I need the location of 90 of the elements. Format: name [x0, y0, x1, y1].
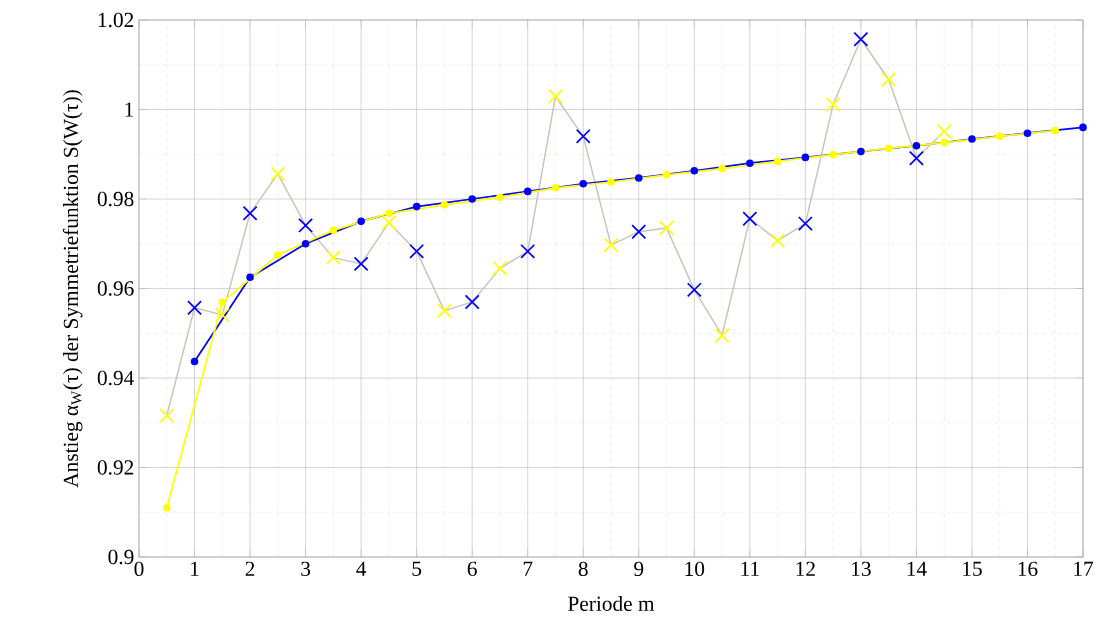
point [301, 239, 310, 248]
point [496, 193, 504, 202]
point [1023, 129, 1032, 138]
x-tick-label: 17 [1074, 561, 1094, 576]
point [353, 256, 369, 272]
point [218, 298, 227, 307]
point [825, 97, 841, 113]
y-tick-label: 0.92 [97, 460, 134, 475]
point [187, 300, 202, 316]
x-tick-label: 3 [301, 561, 311, 577]
x-tick-label: 14 [907, 561, 927, 576]
point [968, 135, 976, 143]
point [631, 224, 647, 240]
point [298, 217, 314, 233]
point [242, 205, 258, 221]
x-tick-label: 11 [741, 561, 759, 576]
point [162, 503, 171, 512]
point [801, 153, 810, 162]
point [436, 303, 452, 319]
point [936, 123, 952, 139]
point [523, 187, 532, 196]
point [718, 164, 726, 173]
point [440, 201, 449, 209]
point [742, 211, 758, 227]
point [325, 250, 341, 266]
point [940, 138, 948, 147]
x-tick-label: 1 [191, 561, 199, 576]
x-tick-label: 12 [796, 561, 815, 576]
point [857, 147, 865, 156]
x-tick-label: 0 [134, 561, 144, 577]
point [770, 233, 786, 249]
point [274, 251, 282, 259]
point [579, 179, 588, 188]
point [773, 157, 782, 166]
x-tick-label: 2 [245, 561, 255, 576]
point [385, 209, 393, 218]
point [884, 144, 893, 153]
point [270, 166, 286, 182]
point [1051, 126, 1060, 135]
point [329, 226, 338, 235]
point [464, 294, 480, 310]
y-tick-label: 0.98 [97, 191, 134, 207]
y-axis-title: Anstieg α$_{W}$(τ) der Symmetriefunktion S(W(τ)) [62, 90, 83, 488]
point [908, 150, 924, 166]
point [881, 72, 897, 87]
point [662, 171, 671, 179]
y-tick-label: 1 [125, 102, 134, 117]
point [634, 174, 643, 182]
point [686, 282, 702, 298]
point [357, 217, 365, 226]
point [912, 141, 921, 150]
y-tick-label: 0.9 [108, 549, 134, 565]
point [468, 195, 476, 203]
point [492, 260, 508, 276]
point [246, 273, 254, 282]
x-tick-label: 5 [412, 561, 422, 576]
x-tick-label: 10 [685, 561, 705, 577]
point [551, 184, 560, 192]
y-tick-label: 0.94 [97, 370, 134, 386]
point [190, 357, 199, 366]
point [520, 243, 536, 259]
point [381, 215, 397, 231]
point [853, 31, 869, 47]
x-axis-title: Periode m [568, 595, 655, 611]
x-tick-label: 4 [356, 561, 367, 576]
point [607, 178, 615, 186]
point [829, 150, 837, 159]
point [690, 167, 699, 175]
point [412, 202, 421, 211]
x-tick-label: 7 [523, 561, 533, 576]
point [603, 237, 619, 253]
point [159, 408, 175, 424]
x-tick-label: 9 [634, 561, 644, 577]
point [746, 159, 754, 167]
x-tick-label: 16 [1018, 561, 1038, 577]
point [1079, 123, 1087, 132]
point [575, 128, 591, 144]
point [548, 89, 563, 104]
y-tick-label: 0.96 [97, 281, 134, 296]
point [214, 307, 230, 323]
point [995, 132, 1004, 141]
x-tick-label: 15 [963, 561, 982, 576]
x-tick-label: 8 [578, 561, 588, 577]
point [797, 216, 813, 232]
x-tick-label: 13 [852, 561, 871, 577]
x-tick-label: 6 [467, 561, 477, 577]
point [409, 243, 425, 259]
point [714, 328, 730, 343]
point [659, 220, 674, 236]
y-tick-label: 1.02 [98, 12, 134, 28]
